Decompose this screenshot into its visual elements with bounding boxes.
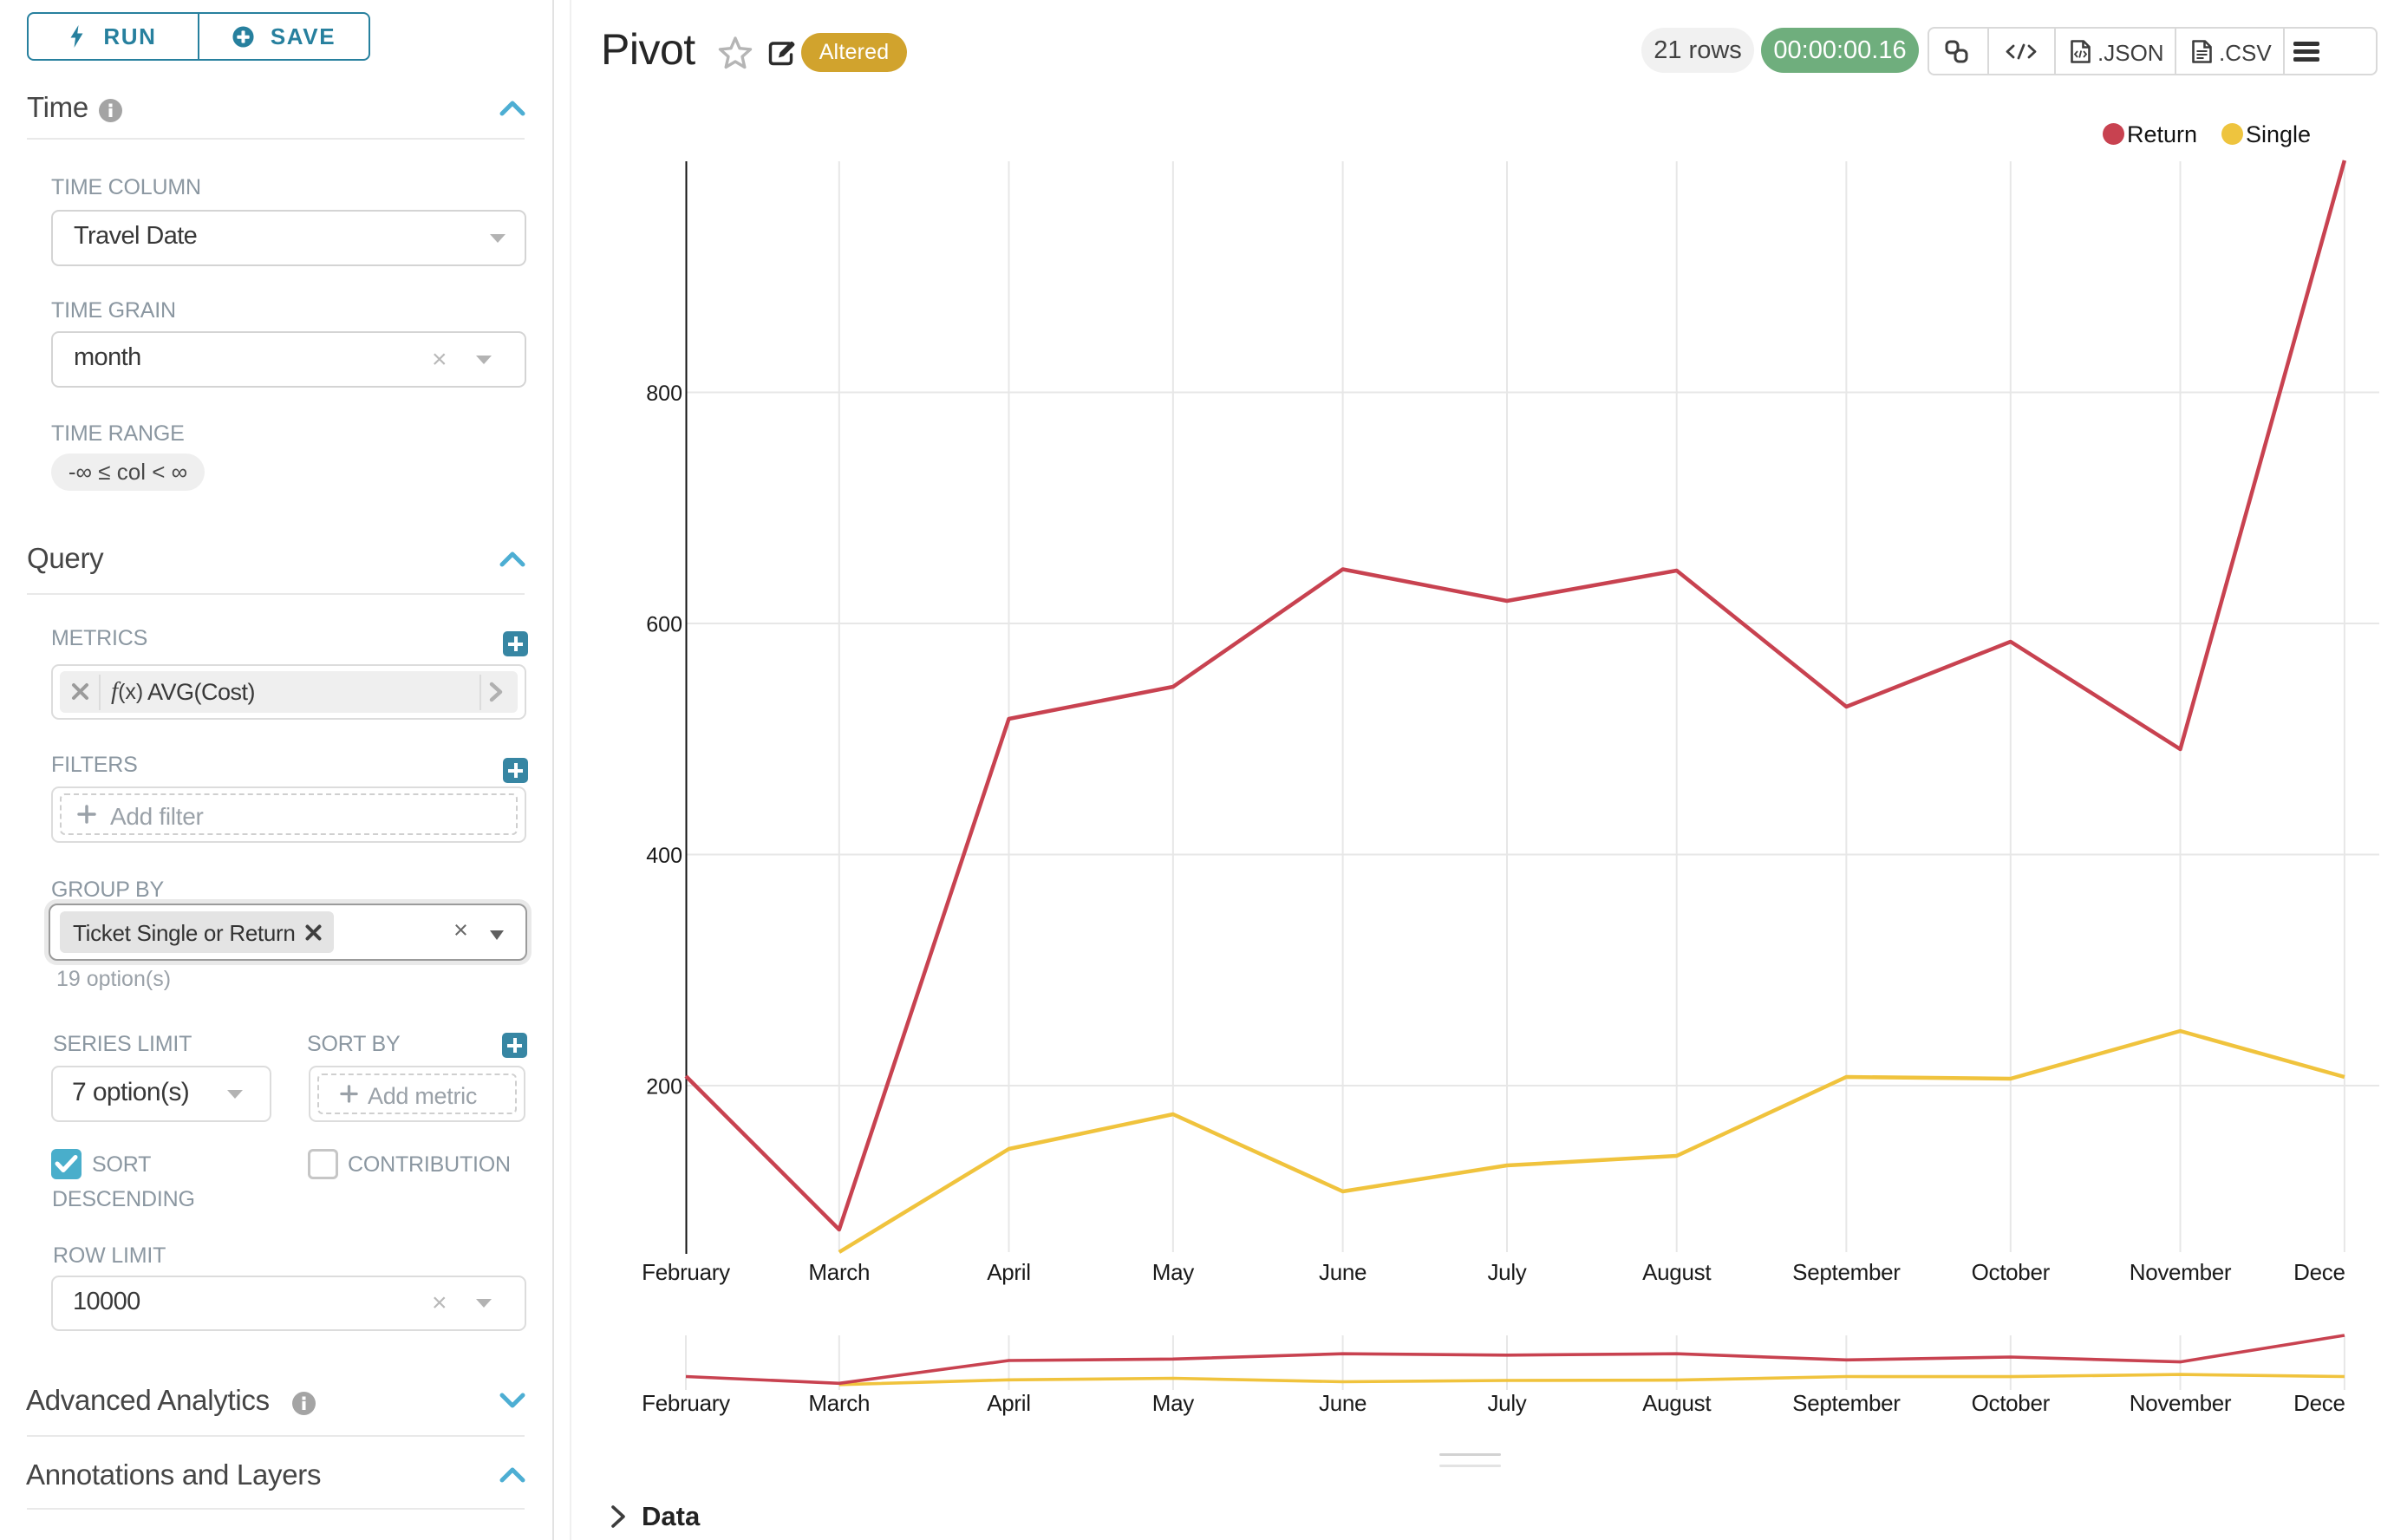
svg-text:September: September — [1792, 1259, 1901, 1285]
svg-text:April: April — [987, 1259, 1031, 1285]
svg-text:June: June — [1319, 1390, 1367, 1416]
svg-text:November: November — [2130, 1390, 2232, 1416]
svg-text:November: November — [2130, 1259, 2232, 1285]
svg-text:800: 800 — [646, 382, 682, 406]
svg-text:March: March — [808, 1390, 870, 1416]
svg-text:July: July — [1487, 1390, 1526, 1416]
svg-text:600: 600 — [646, 613, 682, 637]
svg-text:March: March — [808, 1259, 870, 1285]
svg-text:August: August — [1642, 1259, 1712, 1285]
svg-text:400: 400 — [646, 844, 682, 868]
svg-text:May: May — [1152, 1390, 1195, 1416]
svg-text:December: December — [2293, 1259, 2381, 1285]
svg-text:February: February — [642, 1259, 730, 1285]
svg-text:February: February — [642, 1390, 730, 1416]
svg-text:July: July — [1487, 1259, 1526, 1285]
svg-text:October: October — [1972, 1390, 2051, 1416]
svg-text:200: 200 — [646, 1075, 682, 1100]
svg-text:June: June — [1319, 1259, 1367, 1285]
svg-text:September: September — [1792, 1390, 1901, 1416]
svg-text:December: December — [2293, 1390, 2381, 1416]
svg-text:April: April — [987, 1390, 1031, 1416]
svg-text:May: May — [1152, 1259, 1195, 1285]
svg-text:October: October — [1972, 1259, 2051, 1285]
svg-text:August: August — [1642, 1390, 1712, 1416]
